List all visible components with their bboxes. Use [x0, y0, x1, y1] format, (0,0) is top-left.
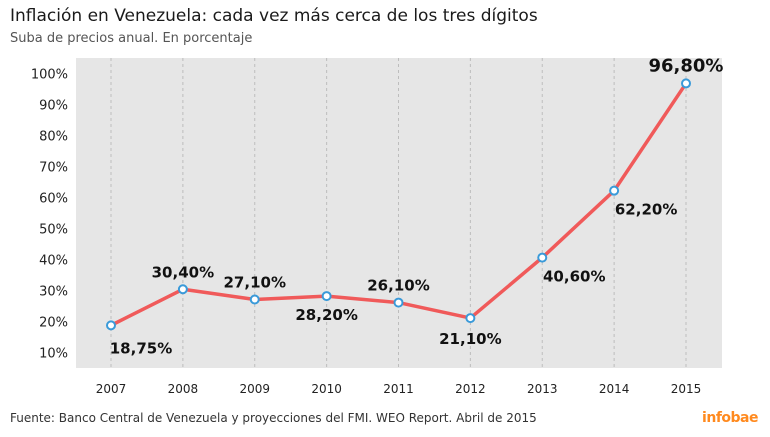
y-tick-label: 20%: [39, 316, 68, 331]
data-label: 18,75%: [110, 339, 172, 357]
data-point: [249, 294, 260, 305]
x-tick-label: 2012: [455, 382, 486, 396]
infobae-logo: infobae: [702, 410, 758, 426]
data-label: 40,60%: [543, 268, 605, 286]
y-tick-label: 80%: [39, 130, 68, 145]
x-tick-label: 2007: [96, 382, 127, 396]
y-tick-label: 70%: [39, 161, 68, 176]
y-tick-label: 30%: [39, 285, 68, 300]
data-label: 62,20%: [615, 201, 677, 219]
x-tick-label: 2014: [599, 382, 630, 396]
y-tick-label: 40%: [39, 254, 68, 269]
data-point: [609, 185, 620, 196]
data-label: 27,10%: [224, 273, 286, 291]
data-point: [393, 297, 404, 308]
data-point: [106, 320, 116, 331]
x-tick-label: 2015: [671, 382, 702, 396]
data-label: 30,40%: [152, 263, 214, 281]
x-tick-label: 2013: [527, 382, 558, 396]
y-tick-label: 90%: [39, 99, 68, 114]
data-point: [537, 252, 548, 263]
data-label: 26,10%: [367, 277, 429, 295]
data-label: 21,10%: [439, 330, 501, 348]
data-label: 96,80%: [649, 55, 724, 76]
data-point: [177, 284, 188, 295]
y-tick-label: 100%: [31, 68, 68, 83]
data-point: [465, 313, 476, 324]
data-point: [681, 78, 691, 89]
x-tick-label: 2009: [239, 382, 270, 396]
x-tick-label: 2010: [311, 382, 342, 396]
x-tick-label: 2008: [168, 382, 199, 396]
y-tick-label: 50%: [39, 223, 68, 238]
chart-title: Inflación en Venezuela: cada vez más cer…: [10, 6, 538, 26]
chart-subtitle: Suba de precios anual. En porcentaje: [10, 31, 253, 46]
source-note: Fuente: Banco Central de Venezuela y pro…: [10, 411, 537, 425]
x-tick-label: 2011: [383, 382, 414, 396]
data-point: [321, 291, 332, 302]
data-label: 28,20%: [295, 306, 357, 324]
y-tick-label: 60%: [39, 192, 68, 207]
y-tick-label: 10%: [39, 347, 68, 362]
